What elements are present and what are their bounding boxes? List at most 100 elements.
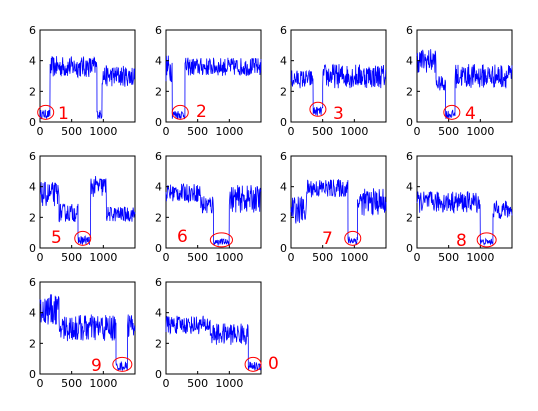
series-line — [416, 49, 513, 119]
x-tick-label: 1000 — [89, 251, 117, 264]
panel-label: 1 — [58, 104, 69, 124]
series-line — [290, 179, 387, 245]
highlight-ellipse — [171, 104, 189, 120]
y-tick-label: 2 — [155, 85, 162, 98]
y-tick-label: 2 — [29, 85, 36, 98]
series-line — [290, 63, 387, 116]
panel-label: 7 — [322, 229, 333, 249]
series-line — [416, 191, 513, 246]
y-tick-label: 2 — [29, 337, 36, 350]
y-tick-label: 6 — [29, 150, 36, 163]
panel-label: 9 — [91, 356, 102, 376]
panel-label: 3 — [333, 104, 344, 124]
x-tick-label: 0 — [414, 125, 421, 138]
x-tick-label: 1000 — [89, 125, 117, 138]
x-tick-label: 500 — [187, 125, 208, 138]
y-tick-label: 4 — [406, 55, 413, 68]
highlight-ellipse — [74, 230, 92, 246]
y-tick-label: 4 — [29, 307, 36, 320]
y-tick-label: 6 — [406, 150, 413, 163]
x-tick-label: 500 — [312, 251, 333, 264]
series-line — [165, 183, 262, 247]
y-tick-label: 0 — [29, 242, 36, 255]
highlight-ellipse — [443, 104, 461, 120]
panel-6: 0 500 1000 0 2 4 6 6 — [155, 150, 262, 264]
y-tick-label: 0 — [280, 116, 287, 129]
panel-9: 0 500 1000 0 2 4 6 9 — [29, 276, 136, 390]
y-tick-label: 0 — [406, 242, 413, 255]
panel-label: 2 — [196, 102, 207, 122]
y-tick-label: 2 — [280, 85, 287, 98]
x-tick-label: 0 — [288, 251, 295, 264]
panel-label: 4 — [465, 104, 476, 124]
x-tick-label: 1000 — [215, 377, 243, 390]
panel-5: 0 500 1000 0 2 4 6 5 — [29, 150, 136, 264]
x-tick-label: 0 — [37, 377, 44, 390]
y-tick-label: 0 — [155, 242, 162, 255]
y-tick-label: 2 — [155, 337, 162, 350]
x-tick-label: 500 — [187, 377, 208, 390]
panel-4: 0 500 1000 0 2 4 6 4 — [406, 24, 513, 138]
x-tick-label: 500 — [61, 377, 82, 390]
y-tick-label: 4 — [29, 181, 36, 194]
y-tick-label: 6 — [155, 24, 162, 37]
x-tick-label: 500 — [61, 251, 82, 264]
panel-label: 5 — [51, 228, 62, 248]
highlight-ellipse — [476, 232, 497, 248]
x-tick-label: 0 — [163, 377, 170, 390]
highlight-ellipse — [309, 101, 327, 117]
x-tick-label: 500 — [438, 251, 459, 264]
x-tick-label: 1000 — [340, 125, 368, 138]
y-tick-label: 0 — [155, 116, 162, 129]
x-tick-label: 500 — [187, 251, 208, 264]
y-tick-label: 4 — [406, 181, 413, 194]
y-tick-label: 4 — [155, 55, 162, 68]
y-tick-label: 2 — [406, 85, 413, 98]
x-tick-label: 1000 — [340, 251, 368, 264]
panel-label: 8 — [456, 231, 467, 251]
highlight-ellipse — [209, 232, 234, 248]
y-tick-label: 4 — [155, 307, 162, 320]
x-tick-label: 500 — [438, 125, 459, 138]
panel-2: 0 500 1000 0 2 4 6 2 — [155, 24, 262, 138]
x-tick-label: 0 — [288, 125, 295, 138]
highlight-ellipse — [112, 356, 133, 372]
x-tick-label: 0 — [37, 251, 44, 264]
y-tick-label: 0 — [29, 368, 36, 381]
highlight-ellipse — [37, 104, 55, 120]
x-tick-label: 0 — [414, 251, 421, 264]
x-tick-label: 0 — [163, 251, 170, 264]
y-tick-label: 6 — [280, 150, 287, 163]
y-tick-label: 4 — [280, 55, 287, 68]
x-tick-label: 0 — [37, 125, 44, 138]
y-tick-label: 6 — [155, 150, 162, 163]
series-line — [39, 294, 136, 371]
x-tick-label: 1000 — [89, 377, 117, 390]
x-tick-label: 500 — [312, 125, 333, 138]
y-tick-label: 6 — [29, 24, 36, 37]
series-line — [165, 55, 262, 120]
panel-label: 0 — [268, 354, 279, 374]
y-tick-label: 4 — [29, 55, 36, 68]
y-tick-label: 0 — [29, 116, 36, 129]
x-tick-label: 1000 — [466, 251, 494, 264]
panel-0: 0 500 1000 0 2 4 6 0 — [155, 276, 279, 390]
panel-3: 0 500 1000 0 2 4 6 3 — [280, 24, 387, 138]
series-line — [165, 315, 262, 371]
x-tick-label: 1000 — [466, 125, 494, 138]
y-tick-label: 6 — [406, 24, 413, 37]
y-tick-label: 0 — [155, 368, 162, 381]
y-tick-label: 6 — [29, 276, 36, 289]
y-tick-label: 2 — [29, 211, 36, 224]
panel-1: 0 500 1000 0 2 4 6 1 — [29, 24, 136, 138]
panel-label: 6 — [177, 227, 188, 247]
y-tick-label: 6 — [155, 276, 162, 289]
y-tick-label: 2 — [280, 211, 287, 224]
x-tick-label: 1000 — [215, 125, 243, 138]
y-tick-label: 2 — [406, 211, 413, 224]
panel-8: 0 500 1000 0 2 4 6 8 — [406, 150, 513, 264]
x-tick-label: 0 — [163, 125, 170, 138]
y-tick-label: 2 — [155, 211, 162, 224]
y-tick-label: 6 — [280, 24, 287, 37]
